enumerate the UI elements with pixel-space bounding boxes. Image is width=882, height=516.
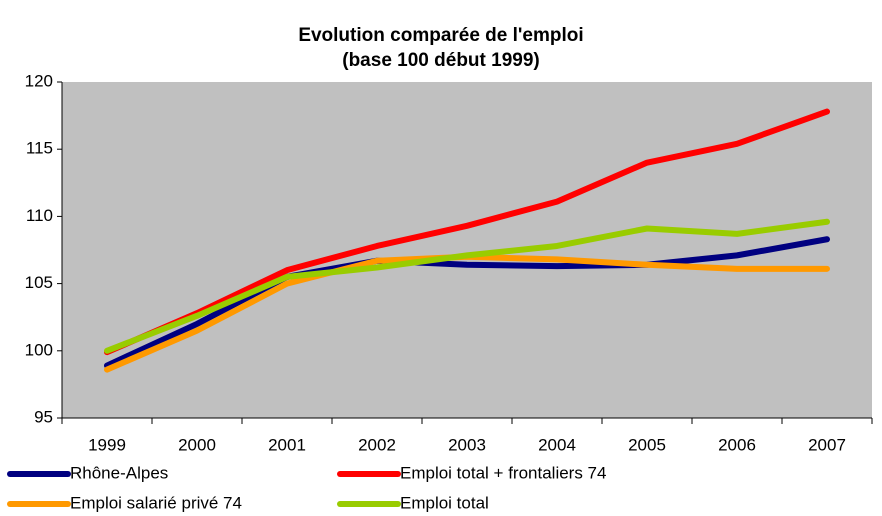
legend-label: Emploi salarié privé 74 bbox=[70, 493, 242, 512]
x-tick-label: 2001 bbox=[268, 435, 306, 454]
series-line bbox=[104, 236, 830, 369]
plot-area bbox=[62, 82, 872, 418]
x-tick-label: 2000 bbox=[178, 435, 216, 454]
legend-label: Rhône-Alpes bbox=[70, 463, 168, 482]
x-tick-label: 2004 bbox=[538, 435, 576, 454]
x-tick-label: 2005 bbox=[628, 435, 666, 454]
x-tick-label: 2006 bbox=[718, 435, 756, 454]
x-tick-label: 2002 bbox=[358, 435, 396, 454]
series-line bbox=[104, 108, 830, 356]
chart-title: Evolution comparée de l'emploi bbox=[298, 25, 583, 46]
y-tick-label: 100 bbox=[25, 340, 53, 359]
series-line bbox=[104, 218, 830, 354]
y-tick-label: 105 bbox=[25, 273, 53, 292]
legend-label: Emploi total bbox=[400, 493, 489, 512]
x-tick-label: 2007 bbox=[808, 435, 846, 454]
chart-subtitle: (base 100 début 1999) bbox=[342, 50, 539, 71]
legend-label: Emploi total + frontaliers 74 bbox=[400, 463, 606, 482]
y-tick-label: 115 bbox=[26, 139, 53, 158]
y-tick-label: 110 bbox=[26, 206, 53, 225]
y-tick-label: 120 bbox=[25, 71, 53, 90]
x-tick-label: 2003 bbox=[448, 435, 486, 454]
x-tick-label: 1999 bbox=[88, 435, 126, 454]
y-tick-label: 95 bbox=[34, 407, 53, 426]
